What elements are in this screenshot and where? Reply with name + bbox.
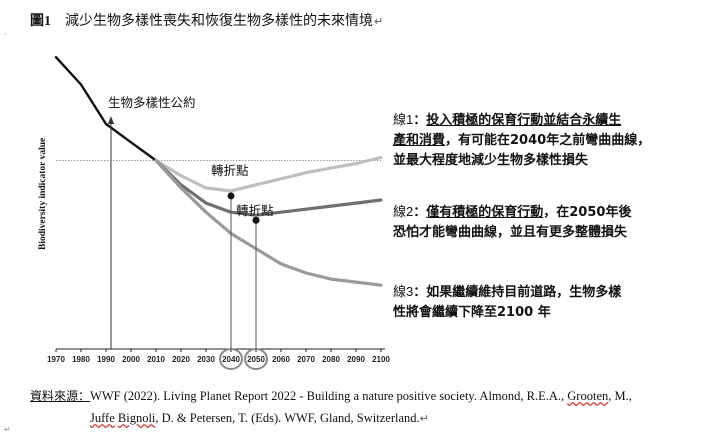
paragraph-mark-icon: ↵ bbox=[419, 413, 429, 425]
series-line-3 bbox=[154, 158, 383, 217]
figure-title: 圖1 減少生物多樣性喪失和恢復生物多樣性的未來情境↵ bbox=[30, 10, 383, 30]
source-citation: 資料來源：WWF (2022). Living Planet Report 20… bbox=[30, 389, 632, 425]
x-ticks: 1970 1980 1990 2000 2010 2020 2030 2040 2050 2060… bbox=[47, 348, 390, 370]
line1-annotation: 線1：投入積極的保育行動並結合永續生 產和消費，有可能在2040年之前彎曲曲線，… bbox=[393, 112, 651, 168]
line3-label: 線3 bbox=[393, 284, 414, 299]
margin-mark: ↵ bbox=[4, 425, 11, 434]
cbd-arrow-icon bbox=[108, 116, 114, 124]
y-axis-label: Biodiversity indicator value bbox=[38, 138, 48, 250]
series-line-1 bbox=[54, 56, 158, 162]
x-tick-label-2080: 2080 bbox=[322, 355, 340, 364]
x-tick-label-2040: 2040 bbox=[222, 355, 240, 364]
margin-mark: · bbox=[4, 30, 7, 39]
line1-label: 線1 bbox=[393, 112, 414, 127]
x-tick-label-2060: 2060 bbox=[272, 355, 290, 364]
turn2-label: 轉折點 bbox=[236, 203, 274, 218]
series-line-4 bbox=[154, 158, 383, 287]
x-tick-label-2090: 2090 bbox=[347, 355, 365, 364]
x-tick-label-2030: 2030 bbox=[197, 355, 215, 364]
x-tick-label-1980: 1980 bbox=[72, 355, 90, 364]
line2-label: 線2 bbox=[393, 204, 414, 219]
x-tick-label-2010: 2010 bbox=[147, 355, 165, 364]
turn2-point bbox=[252, 216, 260, 224]
x-tick-label-1970: 1970 bbox=[47, 355, 65, 364]
paragraph-mark-icon: ↵ bbox=[374, 15, 384, 28]
line3-annotation: 線3：如果繼續維持目前道路，生物多樣 性將會繼續下降至2100 年 bbox=[393, 284, 622, 320]
x-tick-label-2050: 2050 bbox=[247, 355, 265, 364]
series-line-2 bbox=[154, 155, 383, 193]
x-tick-label-2000: 2000 bbox=[122, 355, 140, 364]
figure-number: 圖1 bbox=[30, 14, 51, 29]
turn1-label: 轉折點 bbox=[211, 163, 249, 178]
turn1-point bbox=[227, 192, 235, 200]
source-prefix: 資料來源： bbox=[30, 389, 91, 403]
cbd-label: 生物多樣性公約 bbox=[108, 95, 196, 110]
x-tick-label-2020: 2020 bbox=[172, 355, 190, 364]
series-group bbox=[54, 56, 383, 287]
x-tick-label-1990: 1990 bbox=[97, 355, 115, 364]
figure-title-text: 減少生物多樣性喪失和恢復生物多樣性的未來情境 bbox=[65, 13, 373, 29]
x-tick-label-2100: 2100 bbox=[372, 355, 390, 364]
line2-annotation: 線2：僅有積極的保育行動，在2050年後 恐怕才能彎曲曲線，並且有更多整體損失 bbox=[393, 204, 632, 240]
x-tick-label-2070: 2070 bbox=[297, 355, 315, 364]
